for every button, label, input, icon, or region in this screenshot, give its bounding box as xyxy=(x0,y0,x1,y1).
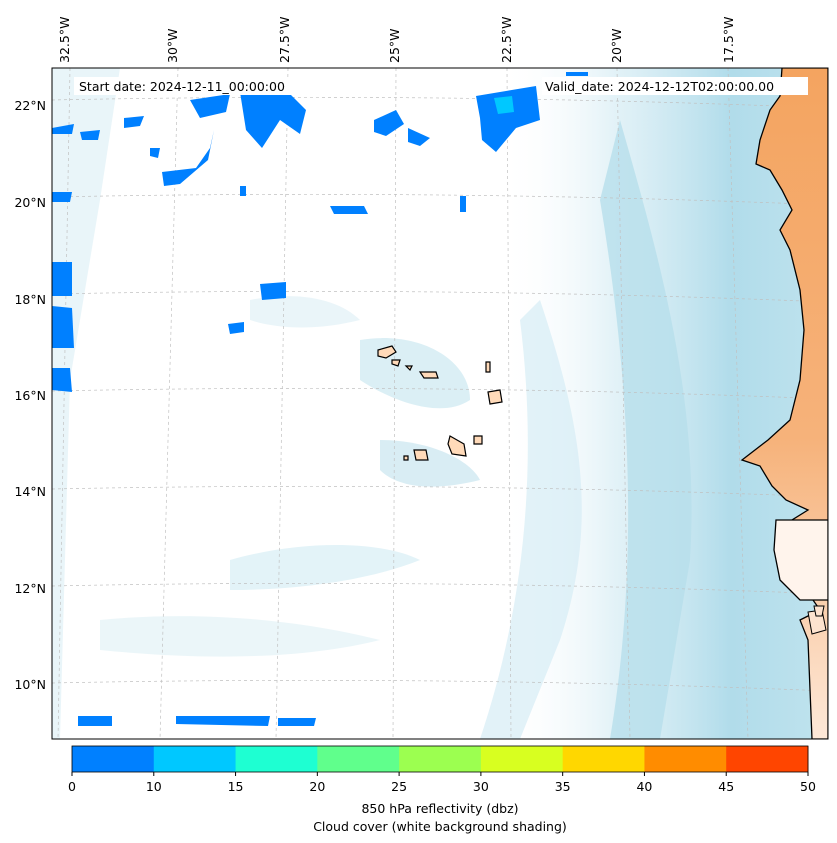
valid-date-text: Valid_date: 2024-12-12T02:00:00.00 xyxy=(545,79,774,94)
colorbar-label-line1: 850 hPa reflectivity (dbz) xyxy=(361,801,518,816)
start-date-text: Start date: 2024-12-11_00:00:00 xyxy=(79,79,285,94)
map-frame xyxy=(51,67,829,740)
colorbar-segment xyxy=(317,746,400,772)
cloud-cover-shading xyxy=(52,68,828,739)
colorbar-tick-label: 50 xyxy=(800,779,816,794)
lat-label: 14°N xyxy=(14,484,46,499)
lon-label: 27.5°W xyxy=(277,17,292,63)
cape-verde-islands xyxy=(377,345,503,461)
colorbar-segment xyxy=(399,746,482,772)
colorbar-segment xyxy=(726,746,809,772)
lon-label: 30°W xyxy=(165,28,180,63)
lon-label: 32.5°W xyxy=(57,17,72,63)
colorbar-segment xyxy=(72,746,155,772)
colorbar-tick-label: 15 xyxy=(228,779,244,794)
lat-label: 10°N xyxy=(14,677,46,692)
colorbar-segment xyxy=(562,746,645,772)
colorbar-tick-label: 0 xyxy=(68,779,76,794)
colorbar-tick-label: 45 xyxy=(718,779,734,794)
lat-label: 22°N xyxy=(14,98,46,113)
lat-label: 12°N xyxy=(14,581,46,596)
graticule xyxy=(52,68,828,739)
lon-label: 25°W xyxy=(387,28,402,63)
lon-label: 22.5°W xyxy=(499,17,514,63)
latitude-labels: 22°N 20°N 18°N 16°N 14°N 12°N 10°N xyxy=(14,98,46,692)
colorbar-tick-label: 20 xyxy=(309,779,325,794)
colorbar-segment xyxy=(153,746,237,772)
colorbar-tick-label: 10 xyxy=(146,779,162,794)
start-date-box xyxy=(74,77,310,95)
lon-label: 17.5°W xyxy=(721,17,736,63)
colorbar-tick-label: 25 xyxy=(391,779,407,794)
colorbar-segment xyxy=(480,746,564,772)
colorbar: 0 10 15 20 25 30 35 40 45 50 xyxy=(68,745,816,794)
colorbar-border xyxy=(71,745,809,773)
colorbar-segment xyxy=(644,746,727,772)
reflectivity-patches xyxy=(52,72,804,726)
map-area: Start date: 2024-12-11_00:00:00 Valid_da… xyxy=(52,68,828,739)
valid-date-box xyxy=(542,77,808,95)
lon-label: 20°W xyxy=(609,28,624,63)
colorbar-tick-label: 30 xyxy=(473,779,489,794)
colorbar-tick-label: 40 xyxy=(636,779,652,794)
colorbar-label-line2: Cloud cover (white background shading) xyxy=(313,819,567,834)
lat-label: 20°N xyxy=(14,195,46,210)
reflectivity-cyan xyxy=(494,96,514,114)
colorbar-segment xyxy=(235,746,318,772)
land-africa xyxy=(740,68,828,739)
longitude-labels: 32.5°W 30°W 27.5°W 25°W 22.5°W 20°W 17.5… xyxy=(57,17,736,63)
lat-label: 18°N xyxy=(14,292,46,307)
lat-label: 16°N xyxy=(14,388,46,403)
colorbar-tick-label: 35 xyxy=(555,779,571,794)
